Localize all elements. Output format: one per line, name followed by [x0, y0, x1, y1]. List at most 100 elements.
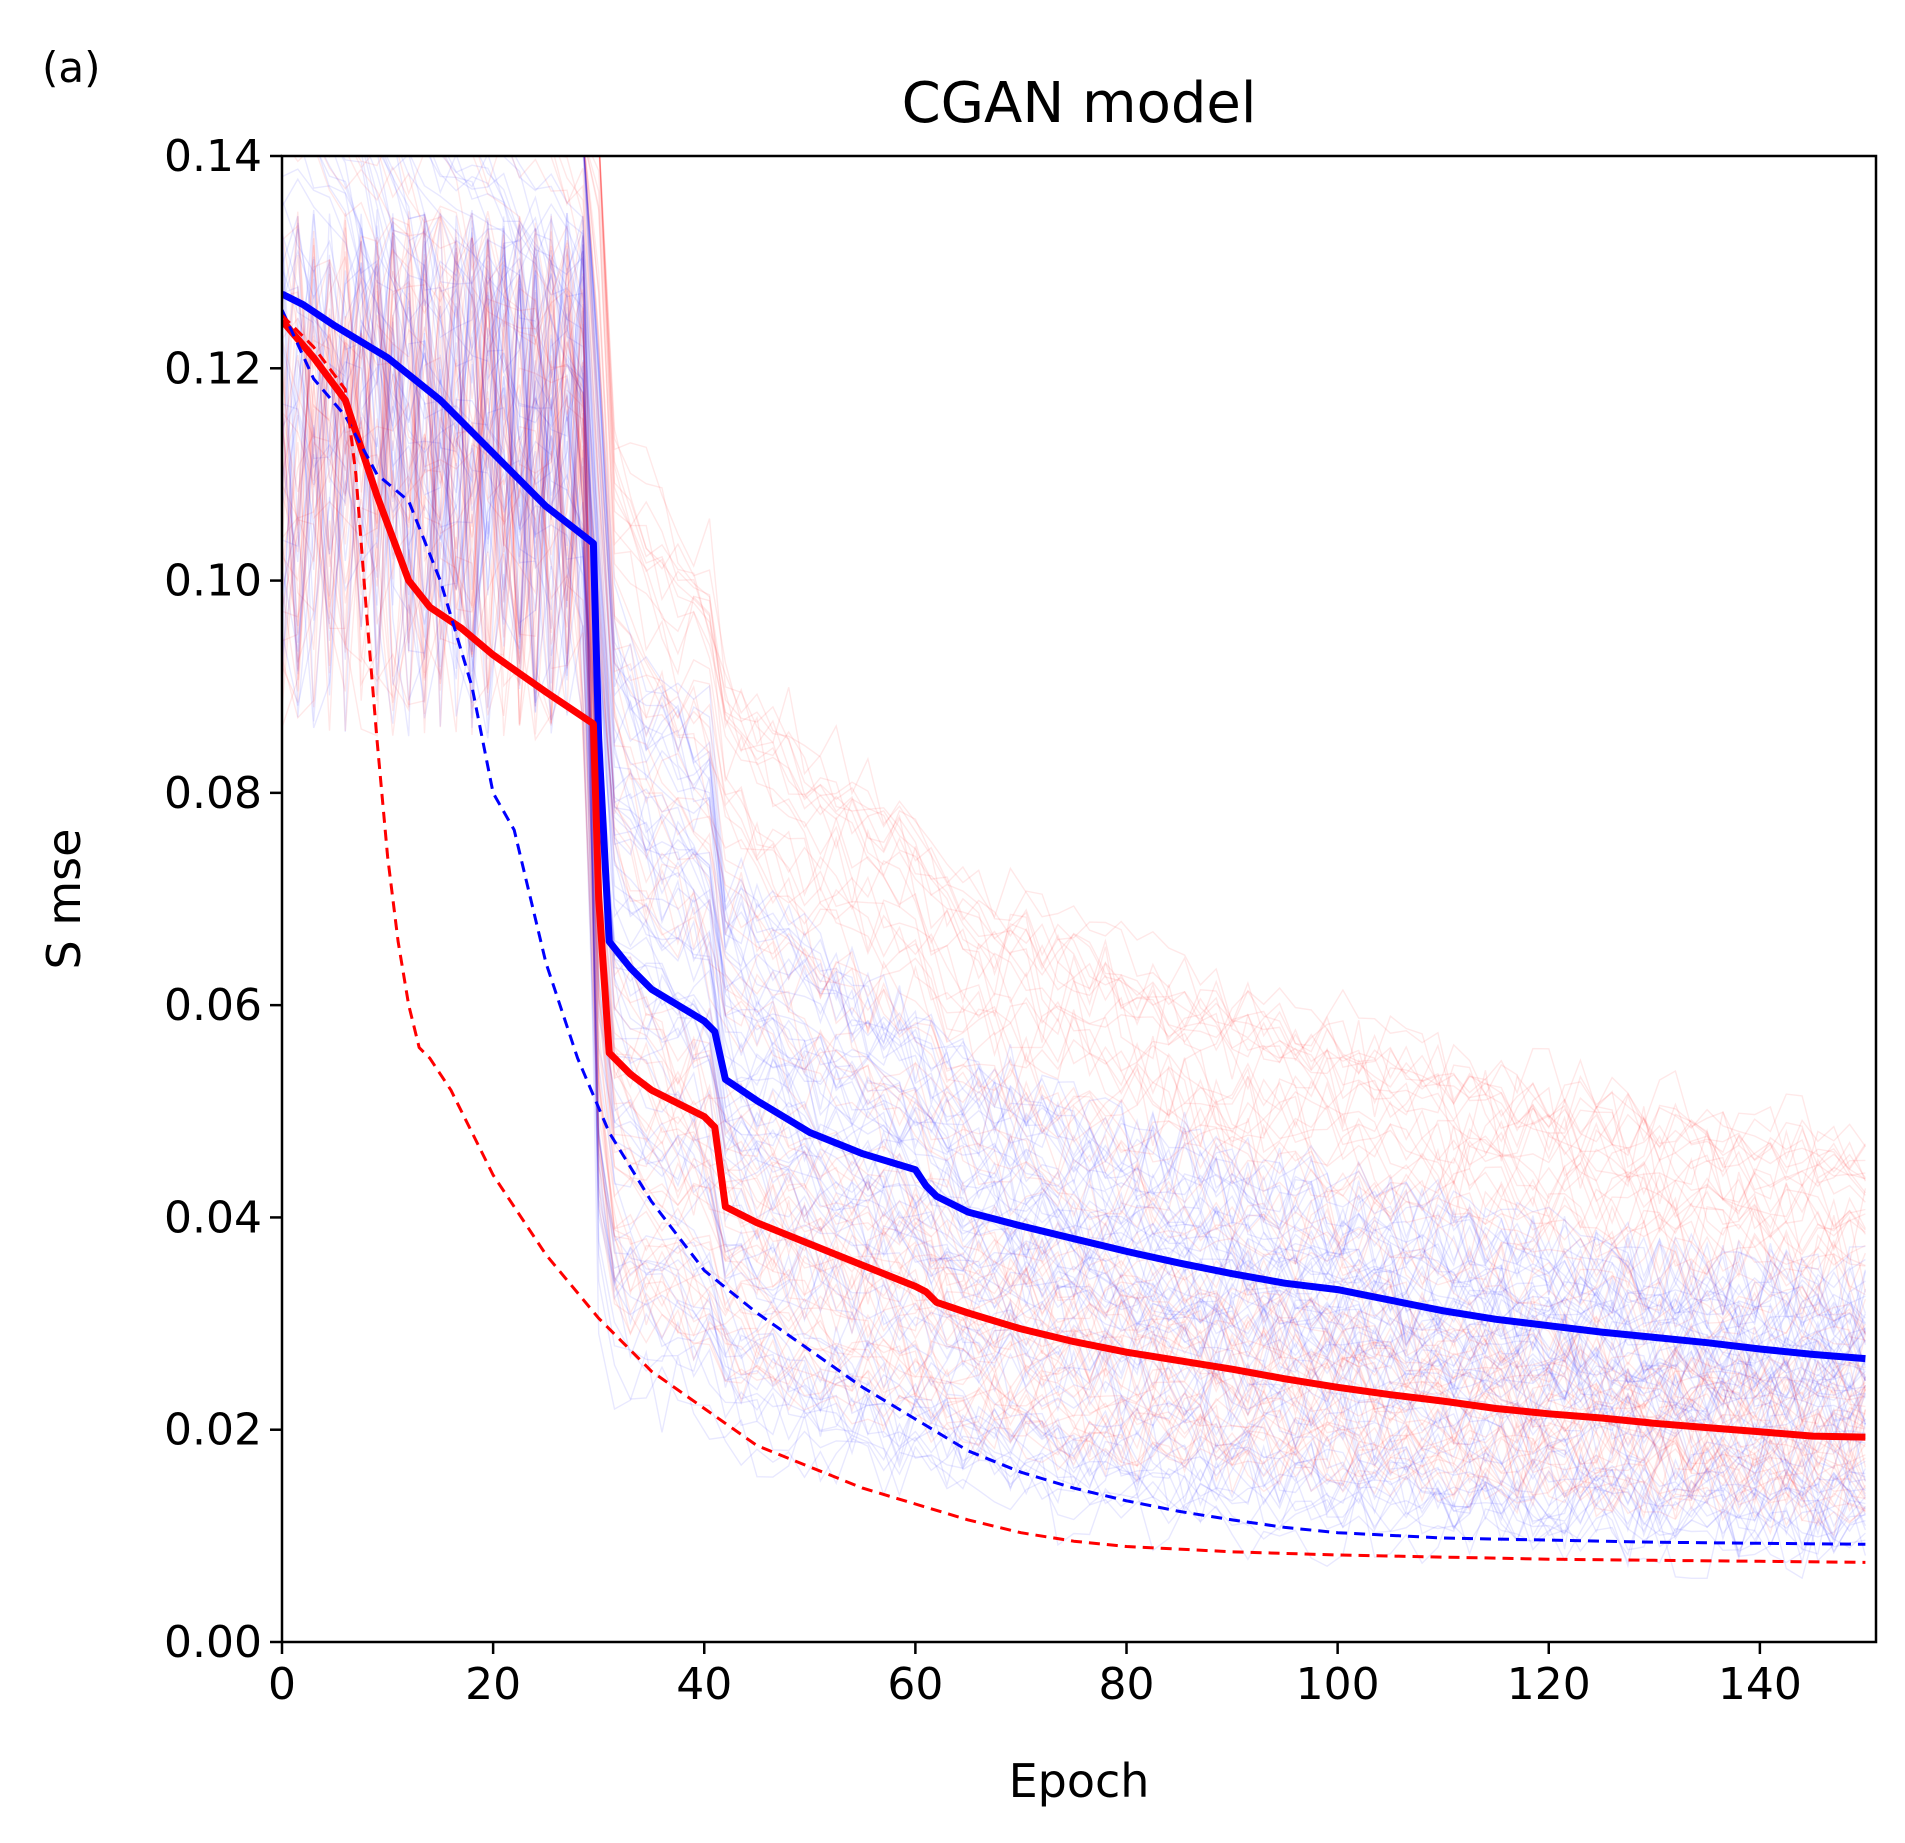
x-tick-label: 100: [1296, 1659, 1380, 1710]
background-trace: [514, 156, 1867, 1349]
x-axis-ticks: 0 20 40 60 80 100 120 140: [268, 1642, 1802, 1710]
plot-area: [282, 156, 1867, 1580]
background-trace: [313, 156, 1867, 1346]
background-trace: [599, 156, 1867, 1182]
background-trace: [282, 240, 1866, 1538]
y-tick-label: 0.14: [164, 131, 262, 182]
y-axis-label: S mse: [37, 829, 91, 970]
background-trace: [598, 156, 1866, 1196]
series-line: [282, 290, 1866, 1363]
background-trace: [583, 156, 1866, 1333]
background-trace: [583, 156, 1866, 1319]
background-trace: [444, 156, 1866, 1381]
plot-frame: [280, 154, 1878, 1644]
background-traces: [282, 156, 1867, 1580]
background-trace: [384, 156, 1866, 1415]
background-trace: [282, 215, 1867, 1393]
background-trace: [583, 156, 1867, 1300]
background-trace: [583, 156, 1867, 1265]
y-axis-ticks: 0.00 0.02 0.04 0.06 0.08 0.10 0.12 0.14: [164, 131, 282, 1668]
background-trace: [553, 156, 1866, 1296]
background-trace: [282, 258, 1867, 1482]
background-trace: [549, 156, 1866, 1293]
background-trace: [583, 156, 1866, 1256]
background-trace: [282, 216, 1867, 1522]
background-trace: [334, 156, 1866, 1421]
x-tick-label: 120: [1507, 1659, 1591, 1710]
background-trace: [293, 156, 1867, 1352]
background-trace: [322, 156, 1866, 1341]
background-trace: [582, 156, 1866, 1324]
background-trace: [586, 156, 1866, 1203]
background-trace: [282, 228, 1866, 1446]
x-tick-label: 60: [887, 1659, 943, 1710]
background-trace: [400, 156, 1867, 1389]
background-trace: [472, 156, 1866, 1341]
background-trace: [282, 232, 1866, 1510]
x-tick-label: 40: [676, 1659, 732, 1710]
background-trace: [582, 156, 1867, 1350]
background-trace: [356, 156, 1867, 1343]
background-trace: [282, 212, 1867, 1471]
y-tick-label: 0.00: [164, 1617, 262, 1668]
background-trace: [583, 156, 1867, 1329]
background-trace: [282, 218, 1867, 1446]
background-trace: [583, 156, 1866, 1328]
background-trace: [282, 209, 1866, 1411]
background-trace: [282, 216, 1866, 1533]
background-trace: [282, 239, 1867, 1394]
background-trace: [282, 215, 1867, 1537]
background-trace: [282, 213, 1866, 1555]
background-trace: [282, 212, 1867, 1511]
chart-title: CGAN model: [902, 71, 1257, 136]
background-trace: [583, 156, 1866, 1329]
background-trace: [319, 156, 1866, 1407]
background-trace: [282, 259, 1866, 1524]
x-tick-label: 20: [465, 1659, 521, 1710]
background-trace: [586, 156, 1866, 1231]
background-trace: [282, 211, 1866, 1536]
background-trace: [282, 220, 1866, 1580]
background-trace: [282, 226, 1866, 1555]
background-trace: [396, 156, 1866, 1390]
background-trace: [282, 213, 1866, 1558]
background-trace: [282, 217, 1866, 1479]
background-trace: [282, 245, 1867, 1489]
background-trace: [282, 228, 1866, 1527]
background-trace: [282, 213, 1867, 1565]
x-axis-label: Epoch: [1009, 1754, 1150, 1808]
background-trace: [282, 211, 1866, 1425]
background-trace: [599, 156, 1866, 1171]
background-trace: [282, 233, 1867, 1538]
series-line: [282, 318, 1866, 1441]
background-trace: [282, 168, 1866, 1437]
background-trace: [500, 156, 1866, 1354]
series-line: [282, 314, 1866, 1564]
background-trace: [282, 209, 1866, 1505]
background-trace: [598, 156, 1866, 1200]
background-trace: [598, 156, 1866, 1194]
background-trace: [342, 156, 1867, 1421]
background-trace: [282, 264, 1867, 1481]
background-trace: [282, 221, 1867, 1455]
background-trace: [583, 156, 1866, 1253]
background-trace: [282, 234, 1867, 1537]
background-trace: [282, 245, 1866, 1515]
background-trace: [282, 210, 1867, 1539]
background-trace: [583, 156, 1866, 1280]
background-trace: [282, 212, 1866, 1457]
y-tick-label: 0.06: [164, 980, 262, 1031]
background-trace: [558, 156, 1867, 1293]
series-layer: [282, 290, 1866, 1564]
background-trace: [599, 156, 1866, 1170]
background-trace: [282, 212, 1866, 1486]
background-trace: [282, 213, 1866, 1431]
y-tick-label: 0.10: [164, 556, 262, 607]
background-trace: [282, 263, 1866, 1509]
background-trace: [598, 156, 1866, 1179]
background-trace: [282, 213, 1866, 1553]
background-trace: [282, 219, 1866, 1398]
background-trace: [385, 156, 1866, 1398]
x-tick-label: 0: [268, 1659, 296, 1710]
